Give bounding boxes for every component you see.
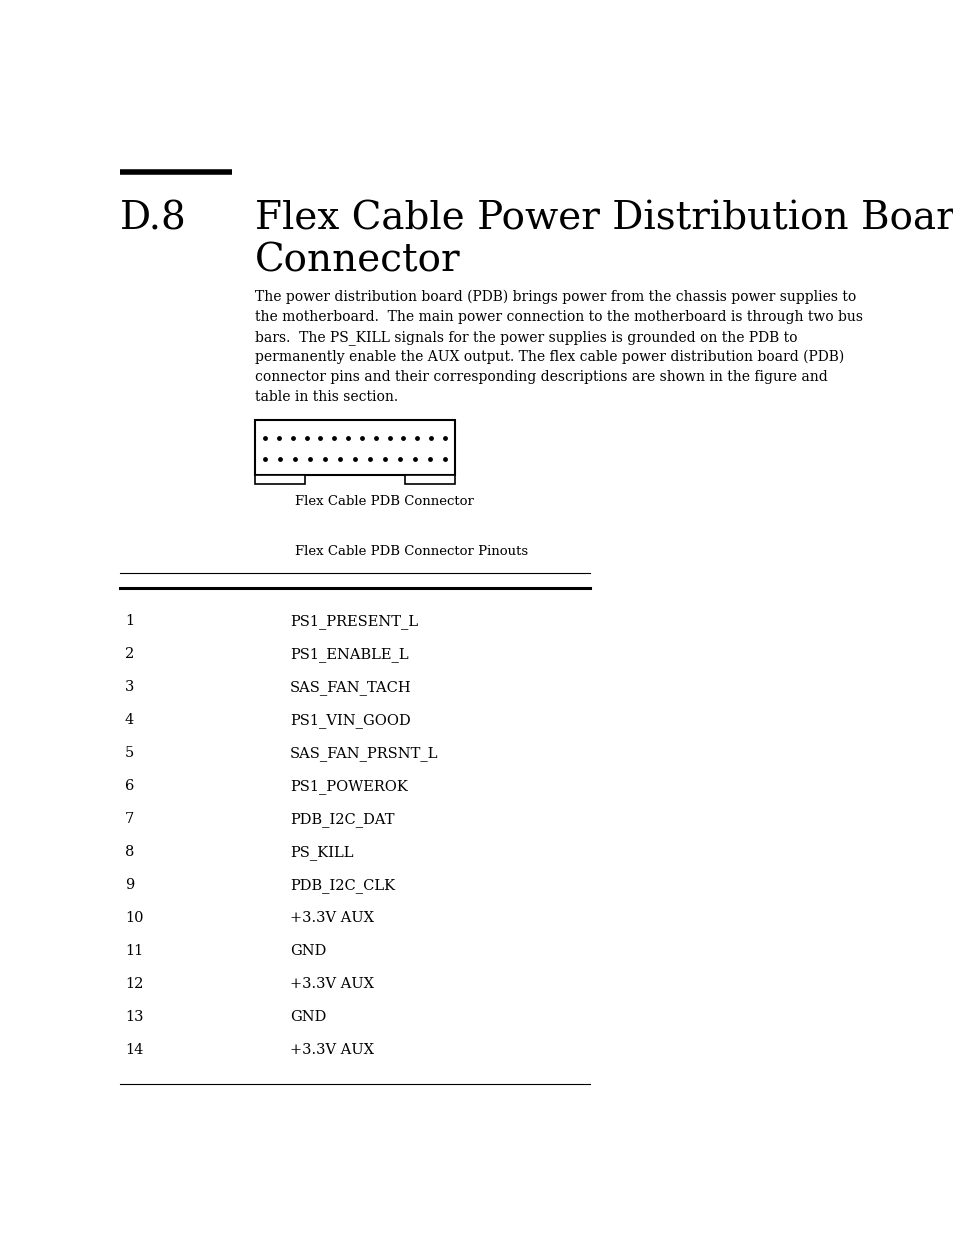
Text: Flex Cable Power Distribution Board: Flex Cable Power Distribution Board — [254, 200, 953, 237]
Text: PS1_ENABLE_L: PS1_ENABLE_L — [290, 647, 408, 662]
Text: the motherboard.  The main power connection to the motherboard is through two bu: the motherboard. The main power connecti… — [254, 310, 862, 324]
Text: SAS_FAN_TACH: SAS_FAN_TACH — [290, 680, 411, 695]
Text: GND: GND — [290, 1010, 326, 1024]
Text: PS1_POWEROK: PS1_POWEROK — [290, 779, 408, 794]
Text: PS1_PRESENT_L: PS1_PRESENT_L — [290, 614, 417, 629]
Text: D.8: D.8 — [120, 200, 187, 237]
Text: Flex Cable PDB Connector Pinouts: Flex Cable PDB Connector Pinouts — [294, 545, 528, 558]
Text: +3.3V AUX: +3.3V AUX — [290, 911, 374, 925]
Text: permanently enable the AUX output. The flex cable power distribution board (PDB): permanently enable the AUX output. The f… — [254, 350, 843, 364]
Text: Connector: Connector — [254, 243, 460, 280]
Text: 6: 6 — [125, 779, 134, 793]
Text: +3.3V AUX: +3.3V AUX — [290, 1044, 374, 1057]
Text: The power distribution board (PDB) brings power from the chassis power supplies : The power distribution board (PDB) bring… — [254, 290, 856, 304]
Text: 4: 4 — [125, 713, 134, 727]
Text: 14: 14 — [125, 1044, 143, 1057]
Text: bars.  The PS_KILL signals for the power supplies is grounded on the PDB to: bars. The PS_KILL signals for the power … — [254, 330, 797, 345]
Text: +3.3V AUX: +3.3V AUX — [290, 977, 374, 990]
Text: PS1_VIN_GOOD: PS1_VIN_GOOD — [290, 713, 411, 727]
Text: 8: 8 — [125, 845, 134, 860]
Text: connector pins and their corresponding descriptions are shown in the figure and: connector pins and their corresponding d… — [254, 370, 827, 384]
Text: PDB_I2C_CLK: PDB_I2C_CLK — [290, 878, 395, 893]
Text: 10: 10 — [125, 911, 143, 925]
Bar — [254, 420, 455, 475]
Bar — [254, 475, 305, 484]
Text: PDB_I2C_DAT: PDB_I2C_DAT — [290, 811, 395, 827]
Text: PS_KILL: PS_KILL — [290, 845, 354, 860]
Text: Flex Cable PDB Connector: Flex Cable PDB Connector — [294, 495, 474, 508]
Text: SAS_FAN_PRSNT_L: SAS_FAN_PRSNT_L — [290, 746, 438, 761]
Text: 7: 7 — [125, 811, 134, 826]
Text: table in this section.: table in this section. — [254, 390, 397, 404]
Text: 1: 1 — [125, 614, 134, 629]
Text: 3: 3 — [125, 680, 134, 694]
Text: 11: 11 — [125, 944, 143, 958]
Text: GND: GND — [290, 944, 326, 958]
Text: 13: 13 — [125, 1010, 143, 1024]
Bar — [405, 475, 455, 484]
Text: 12: 12 — [125, 977, 143, 990]
Text: 2: 2 — [125, 647, 134, 661]
Text: 9: 9 — [125, 878, 134, 892]
Text: 5: 5 — [125, 746, 134, 760]
